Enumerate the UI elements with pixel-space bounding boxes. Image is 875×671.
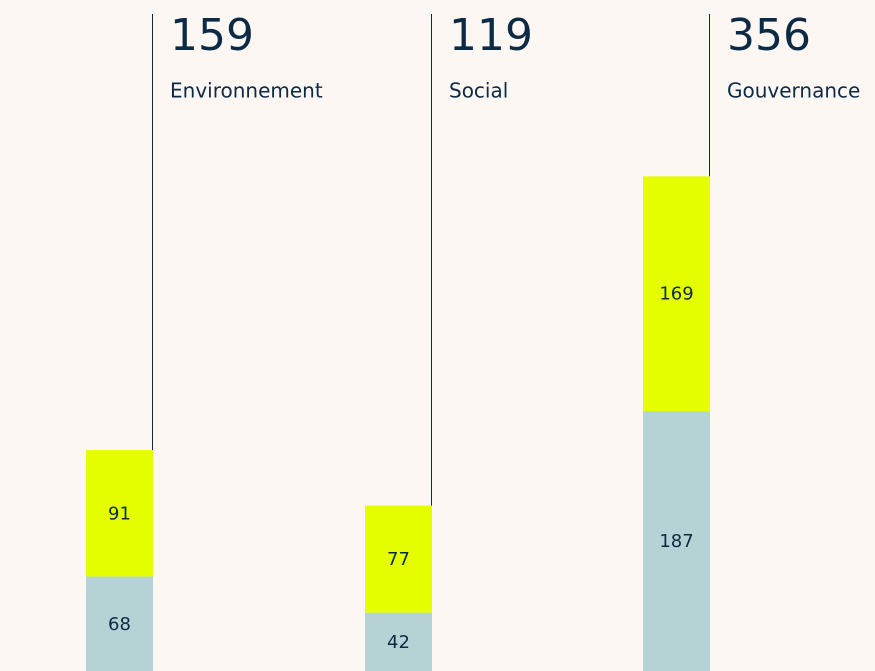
bar-segment xyxy=(365,612,432,671)
category-label: Social xyxy=(449,79,508,103)
total-value: 159 xyxy=(170,10,254,61)
bar-segment xyxy=(643,176,710,412)
category-label: Environnement xyxy=(170,79,323,103)
segment-label: 68 xyxy=(108,614,131,635)
segment-label: 91 xyxy=(108,503,131,524)
bar-segment xyxy=(86,576,153,671)
bar-segment xyxy=(643,411,710,671)
bar-segment xyxy=(365,505,432,613)
segment-label: 77 xyxy=(387,549,410,570)
segment-label: 169 xyxy=(659,284,693,305)
bar-segment xyxy=(86,450,153,577)
total-value: 356 xyxy=(727,10,811,61)
segment-label: 187 xyxy=(659,531,693,552)
category-label: Gouvernance xyxy=(727,79,860,103)
segment-label: 42 xyxy=(387,632,410,653)
total-value: 119 xyxy=(449,10,533,61)
